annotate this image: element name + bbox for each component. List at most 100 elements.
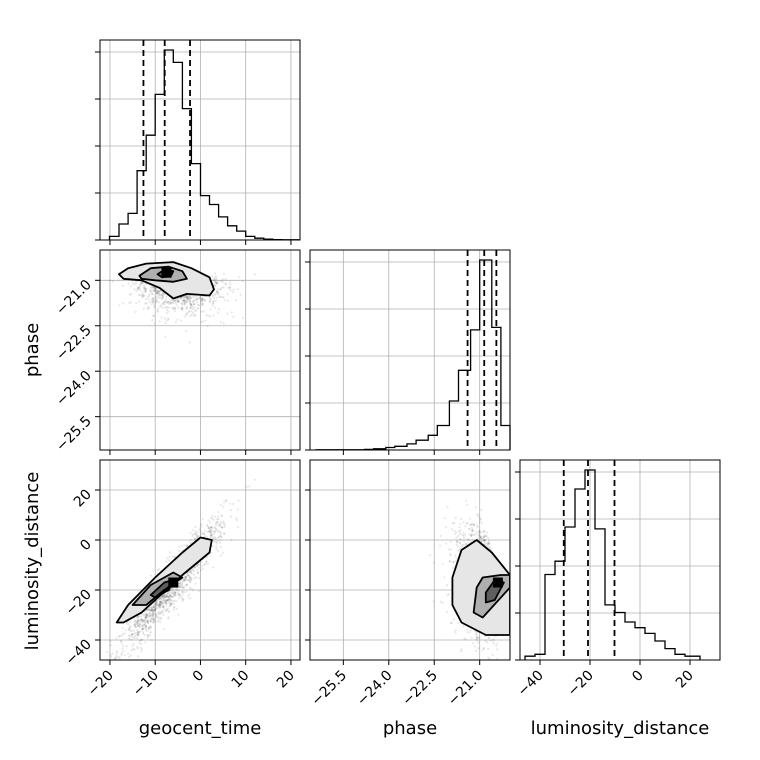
sample-point: [201, 565, 204, 568]
sample-point: [150, 608, 153, 611]
sample-point: [452, 560, 455, 563]
sample-point: [230, 509, 233, 512]
sample-point: [154, 295, 157, 298]
sample-point: [167, 616, 170, 619]
sample-point: [174, 593, 177, 597]
sample-point: [145, 616, 148, 619]
sample-point: [492, 642, 495, 645]
sample-point: [181, 306, 184, 309]
sample-point: [161, 302, 164, 305]
sample-point: [129, 629, 132, 632]
sample-point: [139, 618, 142, 621]
sample-point: [168, 551, 171, 554]
x-axis-label-luminosity-distance: luminosity_distance: [531, 718, 710, 739]
sample-point: [472, 523, 475, 526]
sample-point: [139, 293, 142, 296]
sample-point: [219, 295, 222, 299]
sample-point: [482, 531, 485, 534]
sample-point: [215, 545, 218, 549]
sample-point: [136, 645, 139, 649]
sample-point: [189, 597, 192, 600]
sample-point: [135, 633, 138, 636]
sample-point: [200, 300, 203, 303]
sample-point: [152, 618, 156, 622]
sample-point: [153, 609, 156, 612]
sample-point: [194, 525, 197, 529]
sample-point: [143, 610, 146, 614]
sample-point: [165, 592, 168, 596]
sample-point: [219, 523, 222, 527]
sample-point: [462, 534, 465, 537]
sample-point: [162, 594, 165, 597]
x-tick-label-phase: −22.5: [399, 668, 441, 710]
sample-point: [142, 625, 145, 628]
sample-point: [479, 535, 482, 538]
sample-point: [194, 538, 197, 541]
sample-point: [464, 499, 468, 502]
sample-point: [160, 610, 163, 613]
sample-point: [172, 307, 175, 310]
sample-point: [181, 308, 184, 311]
sample-point: [485, 544, 488, 547]
sample-point: [169, 595, 172, 598]
sample-point: [153, 289, 156, 292]
sample-point: [219, 288, 222, 291]
sample-point: [137, 615, 140, 618]
sample-point: [203, 298, 206, 301]
sample-point: [159, 617, 162, 621]
sample-point: [439, 534, 442, 538]
sample-point: [157, 610, 160, 614]
sample-point: [211, 517, 214, 520]
sample-point: [142, 286, 145, 289]
sample-point: [155, 290, 158, 293]
sample-point: [121, 642, 124, 645]
sample-point: [192, 533, 195, 536]
sample-point: [144, 621, 147, 624]
sample-point: [462, 625, 465, 628]
sample-point: [466, 628, 469, 631]
sample-point: [120, 634, 123, 637]
sample-point: [153, 606, 156, 609]
sample-point: [141, 624, 144, 627]
sample-point: [205, 560, 208, 563]
sample-point: [134, 634, 137, 637]
sample-point: [137, 633, 140, 636]
sample-point: [458, 547, 461, 550]
sample-point: [487, 540, 491, 543]
sample-point: [151, 609, 154, 612]
sample-point: [217, 536, 220, 539]
sample-point: [215, 282, 218, 285]
sample-point: [142, 632, 145, 635]
sample-point: [221, 515, 224, 518]
sample-point: [161, 291, 164, 294]
sample-point: [209, 534, 213, 537]
sample-point: [163, 597, 166, 600]
sample-point: [200, 523, 203, 526]
sample-point: [163, 627, 166, 631]
sample-point: [136, 633, 140, 637]
sample-point: [147, 608, 150, 611]
sample-point: [221, 280, 224, 284]
sample-point: [145, 288, 148, 291]
sample-point: [164, 602, 167, 605]
sample-point: [205, 535, 208, 538]
sample-point: [162, 296, 165, 299]
sample-point: [146, 614, 149, 618]
sample-point: [180, 595, 183, 598]
sample-point: [186, 305, 189, 308]
sample-point: [162, 594, 165, 597]
sample-point: [484, 639, 487, 642]
sample-point: [130, 293, 133, 296]
sample-point: [145, 615, 149, 618]
sample-point: [449, 621, 452, 625]
sample-point: [157, 296, 160, 299]
sample-point: [222, 522, 225, 525]
sample-point: [148, 614, 151, 617]
sample-point: [213, 306, 217, 309]
sample-point: [188, 299, 192, 302]
sample-point: [143, 289, 147, 292]
sample-point: [181, 586, 184, 589]
sample-point: [154, 620, 157, 623]
sample-point: [160, 306, 163, 309]
sample-point: [482, 535, 485, 539]
